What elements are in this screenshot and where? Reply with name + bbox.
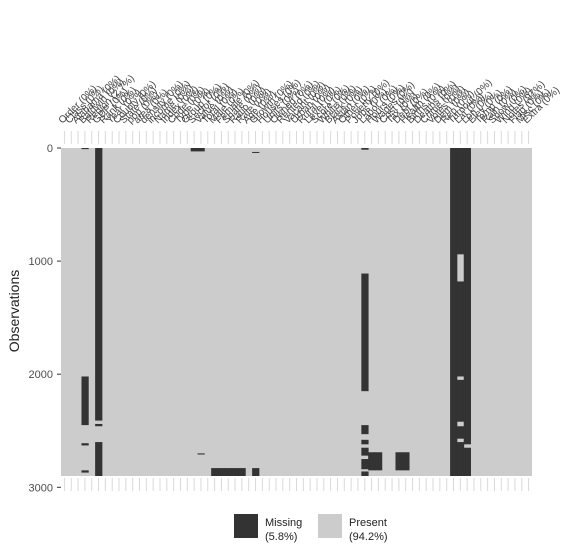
missing-cell	[375, 452, 383, 471]
legend-label: Present	[349, 517, 387, 529]
missing-cell	[450, 148, 458, 476]
missing-cell	[197, 148, 205, 152]
missing-cell	[456, 281, 465, 377]
y-tick-label: 0	[47, 143, 53, 155]
missing-cell	[361, 425, 369, 435]
y-axis-title: Observations	[6, 270, 22, 352]
missing-cell	[463, 447, 471, 476]
missing-cell	[95, 148, 103, 421]
missing-cell	[238, 468, 246, 476]
y-tick-label: 1000	[29, 256, 53, 268]
legend-label: Missing	[265, 517, 302, 529]
missing-cell	[361, 439, 369, 445]
missing-cell	[224, 468, 233, 476]
missing-cell	[231, 468, 239, 476]
y-tick-label: 2000	[29, 369, 53, 381]
legend-percent: (5.8%)	[265, 531, 297, 543]
x-axis-labels: Order (0%)Class (0%)Alabama (0%)Baldwin …	[57, 73, 562, 126]
y-tick-label: 3000	[29, 482, 53, 494]
missing-cell	[81, 148, 89, 150]
missing-cell	[368, 452, 376, 471]
missing-cell	[81, 470, 89, 473]
missing-cell	[211, 468, 219, 476]
missing-cell	[197, 453, 205, 455]
legend-swatch	[318, 514, 342, 538]
missing-cell	[190, 148, 198, 152]
missing-cell	[218, 468, 226, 476]
missing-cell	[361, 447, 369, 456]
missing-cell	[395, 452, 403, 471]
y-axis: 0 1000 2000 3000	[29, 143, 61, 494]
missing-cell	[361, 273, 369, 392]
missing-cell	[402, 452, 410, 471]
missing-cell	[252, 151, 260, 153]
legend-swatch	[234, 514, 258, 538]
missing-cell	[456, 426, 465, 439]
missing-cell	[361, 148, 369, 150]
missing-cell	[456, 148, 465, 255]
missing-cell	[81, 443, 89, 446]
missing-cell	[361, 459, 369, 470]
missing-cell	[95, 423, 103, 427]
missing-cell	[81, 376, 89, 426]
legend: Missing (5.8%) Present (94.2%)	[234, 514, 388, 543]
missing-cell	[252, 468, 260, 476]
missing-cell	[95, 442, 103, 476]
legend-percent: (94.2%)	[349, 531, 388, 543]
missing-cell	[361, 471, 369, 476]
x-tick-marks	[63, 131, 530, 491]
missing-cell	[463, 148, 471, 445]
missing-cell	[456, 442, 465, 476]
missing-cell	[456, 379, 465, 422]
missing-cells	[81, 148, 471, 476]
